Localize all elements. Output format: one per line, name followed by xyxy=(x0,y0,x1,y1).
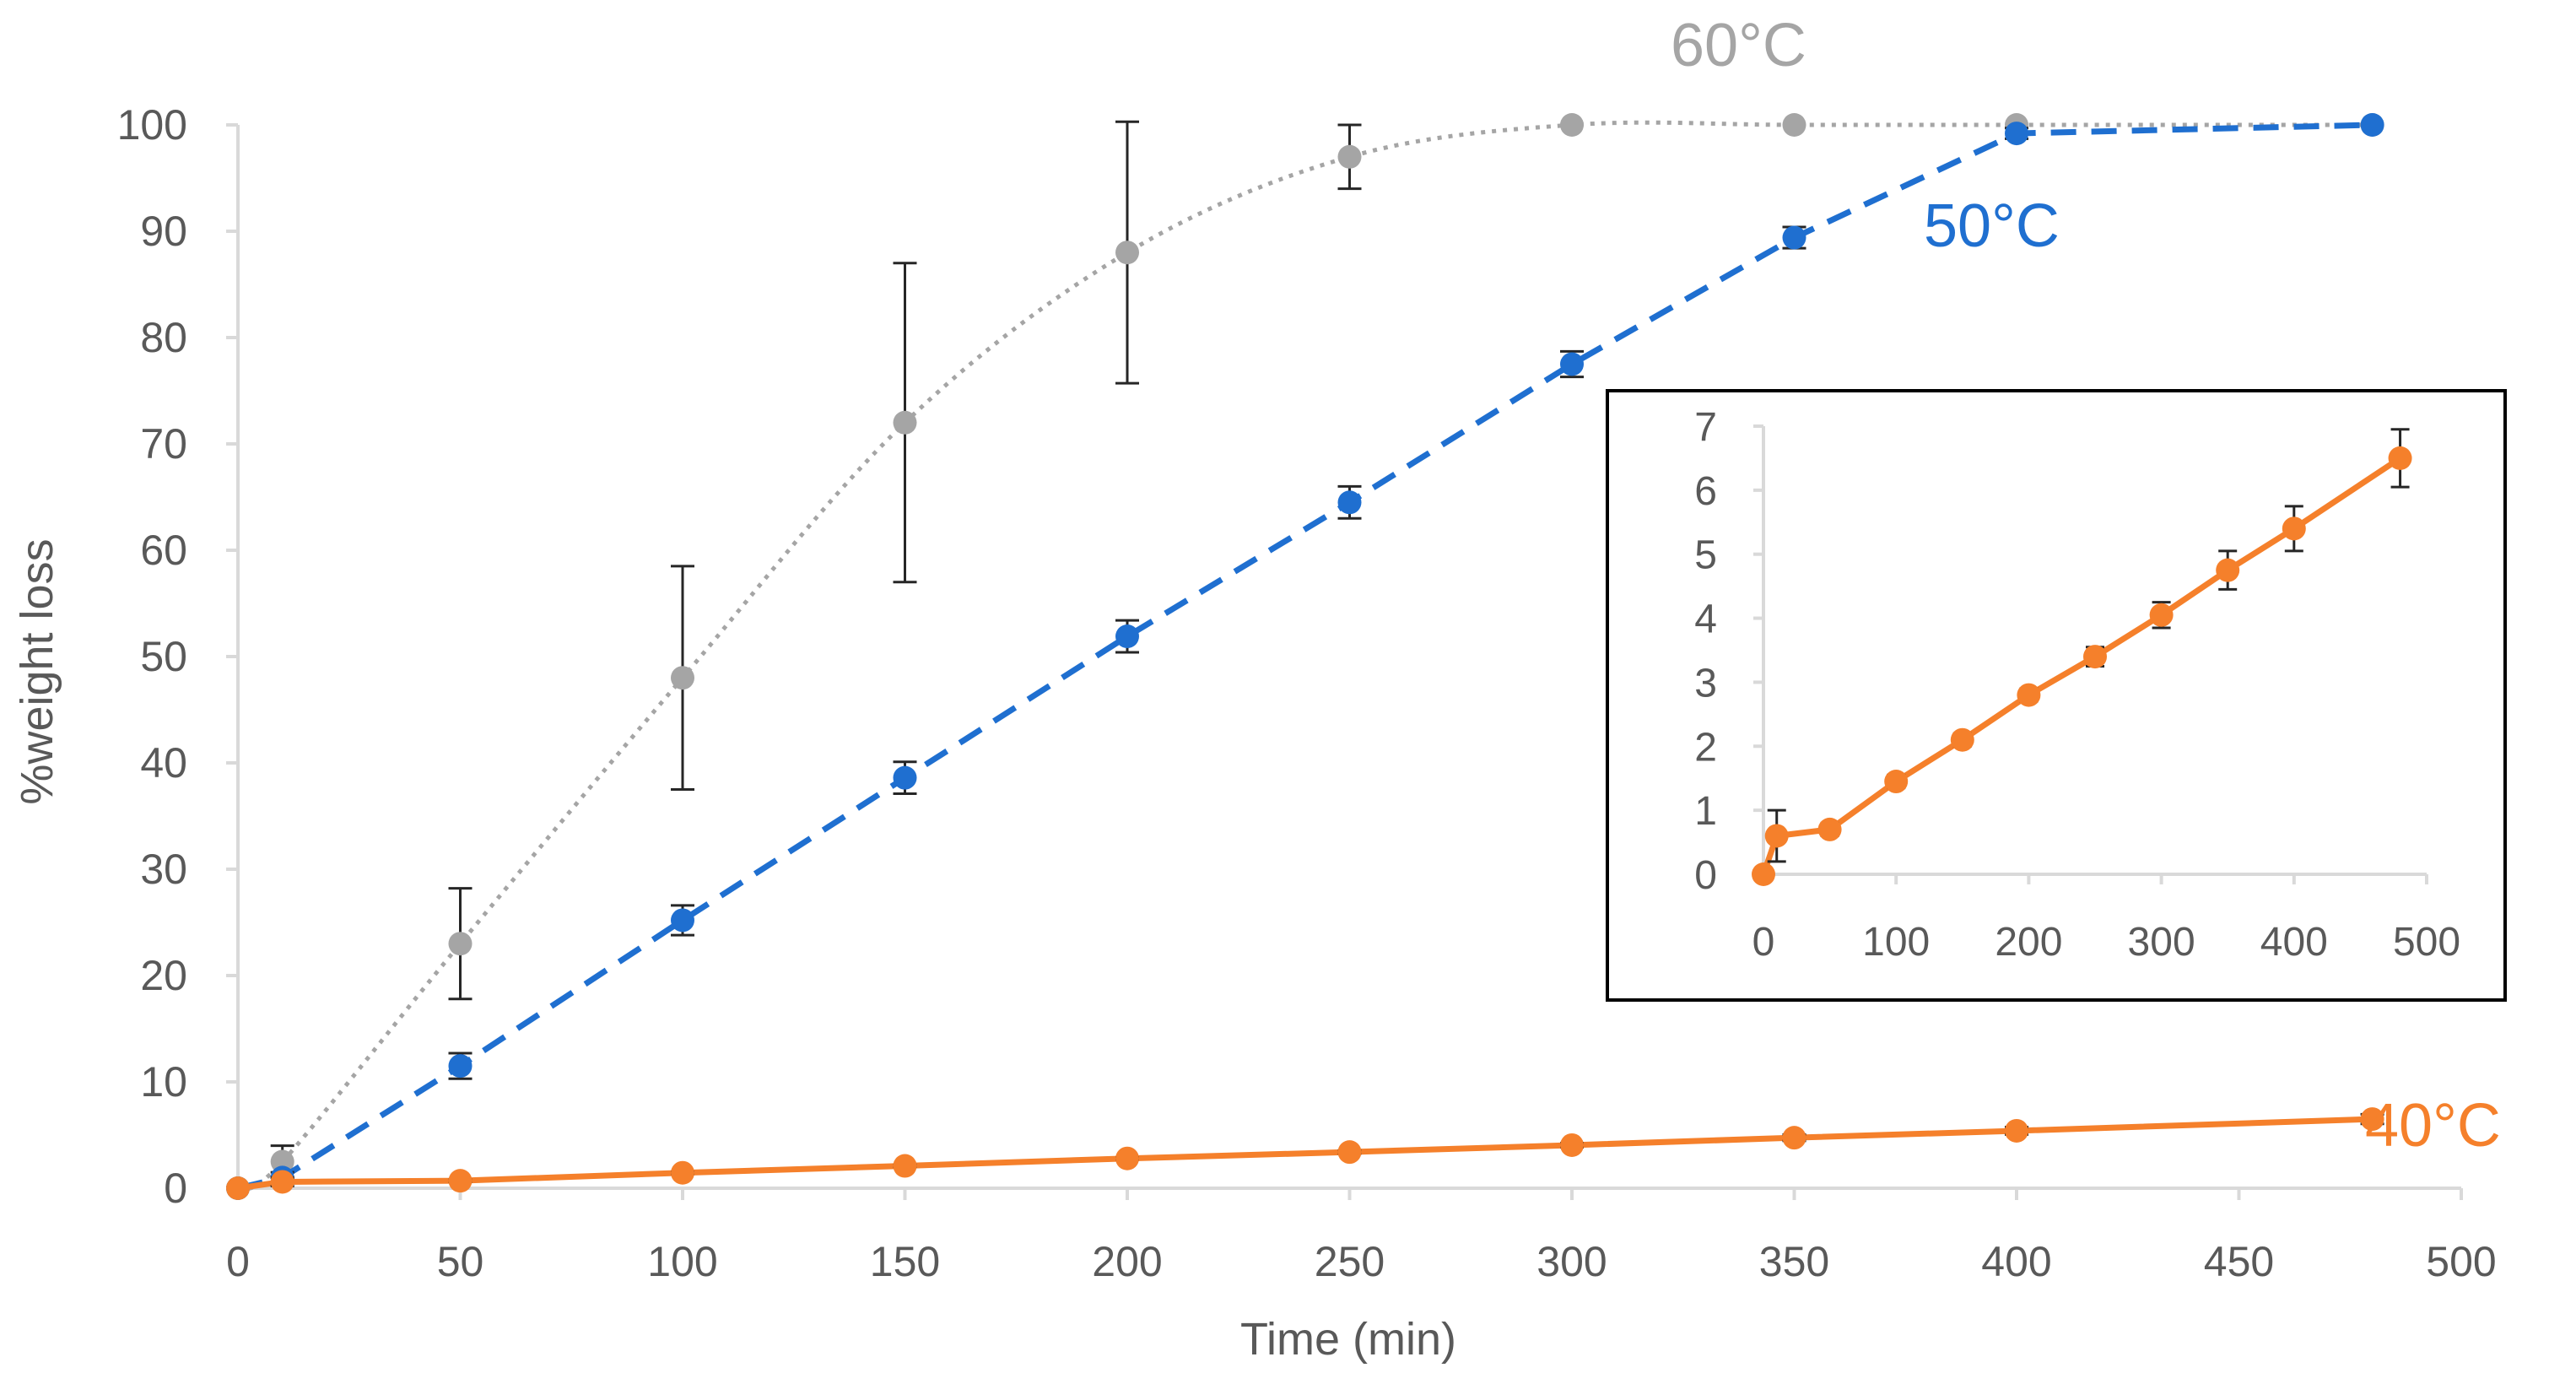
data-point-40c xyxy=(1560,1133,1584,1157)
label-50c: 50°C xyxy=(1924,192,2060,260)
x-tick-label: 0 xyxy=(226,1238,250,1285)
series-line-40c xyxy=(237,1116,2373,1192)
data-point-50c xyxy=(1115,624,1139,649)
y-tick-label: 90 xyxy=(140,208,187,255)
data-point-40c xyxy=(2360,1107,2384,1132)
inset-y-tick-label: 0 xyxy=(1694,853,1717,898)
data-point-50c xyxy=(2360,113,2384,137)
data-point-50c xyxy=(671,908,694,933)
x-tick-label: 250 xyxy=(1315,1238,1385,1285)
inset-data-point-40c xyxy=(2388,446,2412,470)
y-tick-label: 50 xyxy=(140,633,187,680)
x-axis-title: Time (min) xyxy=(1240,1314,1456,1365)
data-point-60c xyxy=(448,932,473,956)
data-point-40c xyxy=(448,1169,473,1193)
data-point-40c xyxy=(226,1176,250,1200)
label-60c: 60°C xyxy=(1671,12,1806,79)
inset-data-point-40c xyxy=(2083,645,2107,669)
data-point-40c xyxy=(671,1160,694,1185)
x-tick-label: 400 xyxy=(1981,1238,2051,1285)
inset-series xyxy=(1752,428,2412,886)
inset-data-point-40c xyxy=(2282,516,2306,541)
data-point-50c xyxy=(893,765,917,790)
data-point-60c xyxy=(671,666,694,690)
data-point-50c xyxy=(1782,225,1806,250)
inset-x-tick-label: 200 xyxy=(1995,920,2062,965)
x-tick-label: 500 xyxy=(2426,1238,2496,1285)
inset-x-tick-label: 0 xyxy=(1752,920,1775,965)
main-axes: 0 50 100 150 200 250 300 350 400 450 5000102030405… xyxy=(117,101,2497,1285)
series-line-60c xyxy=(236,120,2373,1192)
inset-y-tick-label: 1 xyxy=(1694,789,1717,834)
data-point-60c xyxy=(1560,113,1584,137)
data-point-50c xyxy=(1560,352,1584,376)
inset-frame xyxy=(1606,389,2507,1002)
inset-chart: 0 100 200 300 400 500 0 1 2 3 4 5 6 7 xyxy=(1606,389,2507,1002)
data-point-40c xyxy=(270,1170,294,1194)
x-tick-label: 200 xyxy=(1092,1238,1162,1285)
y-tick-label: 100 xyxy=(117,101,187,149)
main-series xyxy=(226,113,2384,1200)
data-point-50c xyxy=(1337,490,1362,515)
data-point-60c xyxy=(893,410,917,435)
x-tick-label: 50 xyxy=(437,1238,484,1285)
inset-y-tick-label: 3 xyxy=(1694,661,1717,706)
inset-x-tick-label: 300 xyxy=(2128,920,2195,965)
x-tick-label: 300 xyxy=(1536,1238,1607,1285)
inset-x-tick-label: 500 xyxy=(2393,920,2460,965)
data-point-60c xyxy=(1337,144,1362,169)
inset-data-point-40c xyxy=(1884,770,1909,794)
y-tick-label: 80 xyxy=(140,314,187,361)
x-tick-label: 100 xyxy=(647,1238,717,1285)
inset-data-point-40c xyxy=(1764,824,1789,848)
inset-y-tick-label: 5 xyxy=(1694,533,1717,578)
data-point-40c xyxy=(893,1154,917,1178)
series-line-50c xyxy=(237,122,2373,1192)
data-point-40c xyxy=(2005,1118,2028,1143)
data-point-40c xyxy=(1782,1126,1806,1150)
y-tick-label: 30 xyxy=(140,846,187,893)
x-tick-label: 350 xyxy=(1759,1238,1829,1285)
inset-data-point-40c xyxy=(2149,603,2174,627)
inset-x-tick-label: 100 xyxy=(1862,920,1930,965)
inset-axes: 0 100 200 300 400 500 0 1 2 3 4 5 6 7 xyxy=(1694,405,2460,965)
data-point-50c xyxy=(448,1054,473,1079)
y-tick-label: 10 xyxy=(140,1058,187,1106)
inset-data-point-40c xyxy=(1950,727,1974,752)
x-tick-label: 450 xyxy=(2204,1238,2274,1285)
data-point-60c xyxy=(1782,113,1806,137)
inset-y-tick-label: 7 xyxy=(1694,405,1717,450)
y-tick-label: 70 xyxy=(140,420,187,468)
inset-y-tick-label: 4 xyxy=(1694,597,1717,642)
y-tick-label: 0 xyxy=(164,1165,187,1212)
inset-x-tick-label: 400 xyxy=(2260,920,2328,965)
inset-y-tick-label: 6 xyxy=(1694,469,1717,514)
inset-data-point-40c xyxy=(1752,862,1775,886)
data-point-40c xyxy=(1337,1140,1362,1165)
data-point-50c xyxy=(2005,122,2028,146)
y-tick-label: 60 xyxy=(140,527,187,574)
data-point-60c xyxy=(1115,241,1139,265)
y-tick-label: 40 xyxy=(140,739,187,787)
inset-data-point-40c xyxy=(2216,558,2240,582)
inset-data-point-40c xyxy=(1817,817,1842,841)
inset-y-tick-label: 2 xyxy=(1694,725,1717,770)
x-tick-label: 150 xyxy=(870,1238,940,1285)
data-point-40c xyxy=(1115,1146,1139,1170)
inset-data-point-40c xyxy=(2017,683,2041,707)
y-axis-title: %weight loss xyxy=(12,538,62,804)
y-tick-label: 20 xyxy=(140,952,187,999)
label-40c: 40°C xyxy=(2365,1092,2501,1160)
